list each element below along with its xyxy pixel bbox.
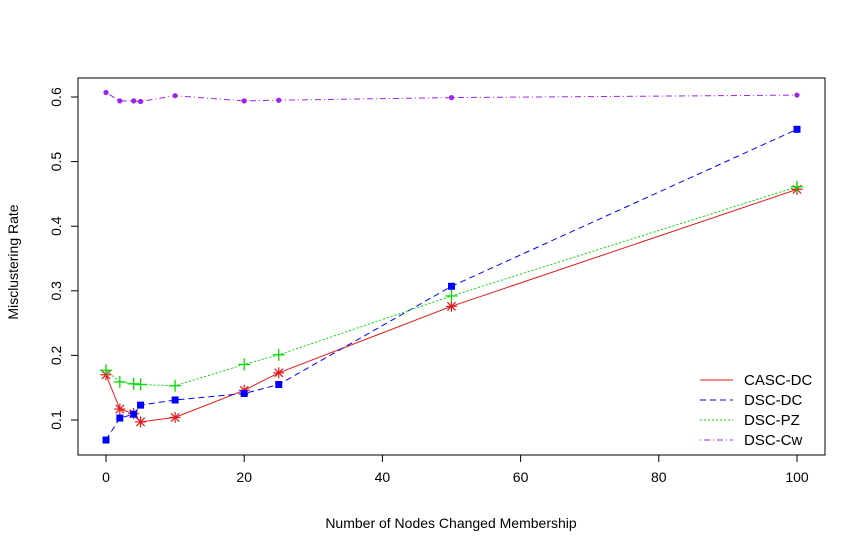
y-axis: 0.1 0.2 0.3 0.4 0.5 0.6: [48, 87, 79, 430]
data-point: [100, 364, 112, 377]
y-tick-label: 0.2: [48, 345, 64, 365]
data-point: [793, 125, 801, 133]
data-point: [448, 282, 455, 290]
y-tick-label: 0.3: [48, 281, 64, 301]
data-point: [114, 403, 126, 415]
data-point: [273, 367, 285, 379]
data-point: [130, 410, 138, 418]
data-point: [135, 416, 147, 428]
legend: CASC-DC DSC-DC DSC-PZ DSC-Cw: [700, 372, 813, 449]
x-tick-label: 20: [236, 469, 252, 485]
data-point: [241, 98, 247, 104]
data-point: [117, 98, 123, 104]
data-point: [794, 92, 800, 98]
legend-label-casc-dc: CASC-DC: [744, 372, 813, 389]
x-axis-title: Number of Nodes Changed Membership: [325, 515, 577, 531]
data-point: [172, 93, 178, 99]
data-point: [446, 300, 457, 312]
x-tick-label: 40: [375, 469, 391, 485]
data-point: [134, 378, 147, 391]
legend-label-dsc-dc: DSC-DC: [744, 392, 802, 409]
data-point: [276, 97, 282, 103]
data-point: [113, 375, 126, 388]
legend-label-dsc-pz: DSC-PZ: [744, 412, 800, 429]
y-tick-label: 0.5: [48, 152, 64, 172]
data-point: [169, 411, 181, 423]
series-dsc-pz: [100, 180, 803, 392]
data-point: [272, 348, 285, 361]
data-point: [791, 180, 803, 193]
y-tick-label: 0.1: [48, 410, 64, 430]
data-point: [238, 358, 251, 371]
data-point: [171, 396, 179, 404]
x-tick-label: 0: [102, 469, 110, 485]
data-point: [137, 98, 144, 105]
legend-label-dsc-cw: DSC-Cw: [744, 432, 802, 449]
data-point: [445, 289, 458, 302]
x-tick-label: 60: [513, 469, 529, 485]
data-point: [169, 379, 182, 392]
series-dsc-dc: [102, 125, 801, 444]
data-point: [137, 401, 145, 409]
series-line-dsc-dc: [105, 128, 798, 441]
data-point: [103, 89, 109, 96]
x-tick-label: 100: [785, 469, 809, 485]
data-point: [102, 436, 110, 444]
y-tick-label: 0.6: [48, 87, 64, 107]
y-tick-label: 0.4: [48, 216, 64, 236]
x-tick-label: 80: [651, 469, 667, 485]
series-layer: [100, 89, 803, 444]
data-point: [116, 414, 124, 422]
data-point: [448, 95, 455, 101]
data-point: [131, 98, 137, 104]
data-point: [275, 380, 283, 388]
x-axis: 0 20 40 60 80 100: [102, 454, 809, 485]
series-casc-dc: [100, 183, 803, 428]
y-axis-title: Misclustering Rate: [5, 204, 21, 319]
data-point: [240, 390, 248, 398]
series-dsc-cw: [103, 89, 800, 105]
